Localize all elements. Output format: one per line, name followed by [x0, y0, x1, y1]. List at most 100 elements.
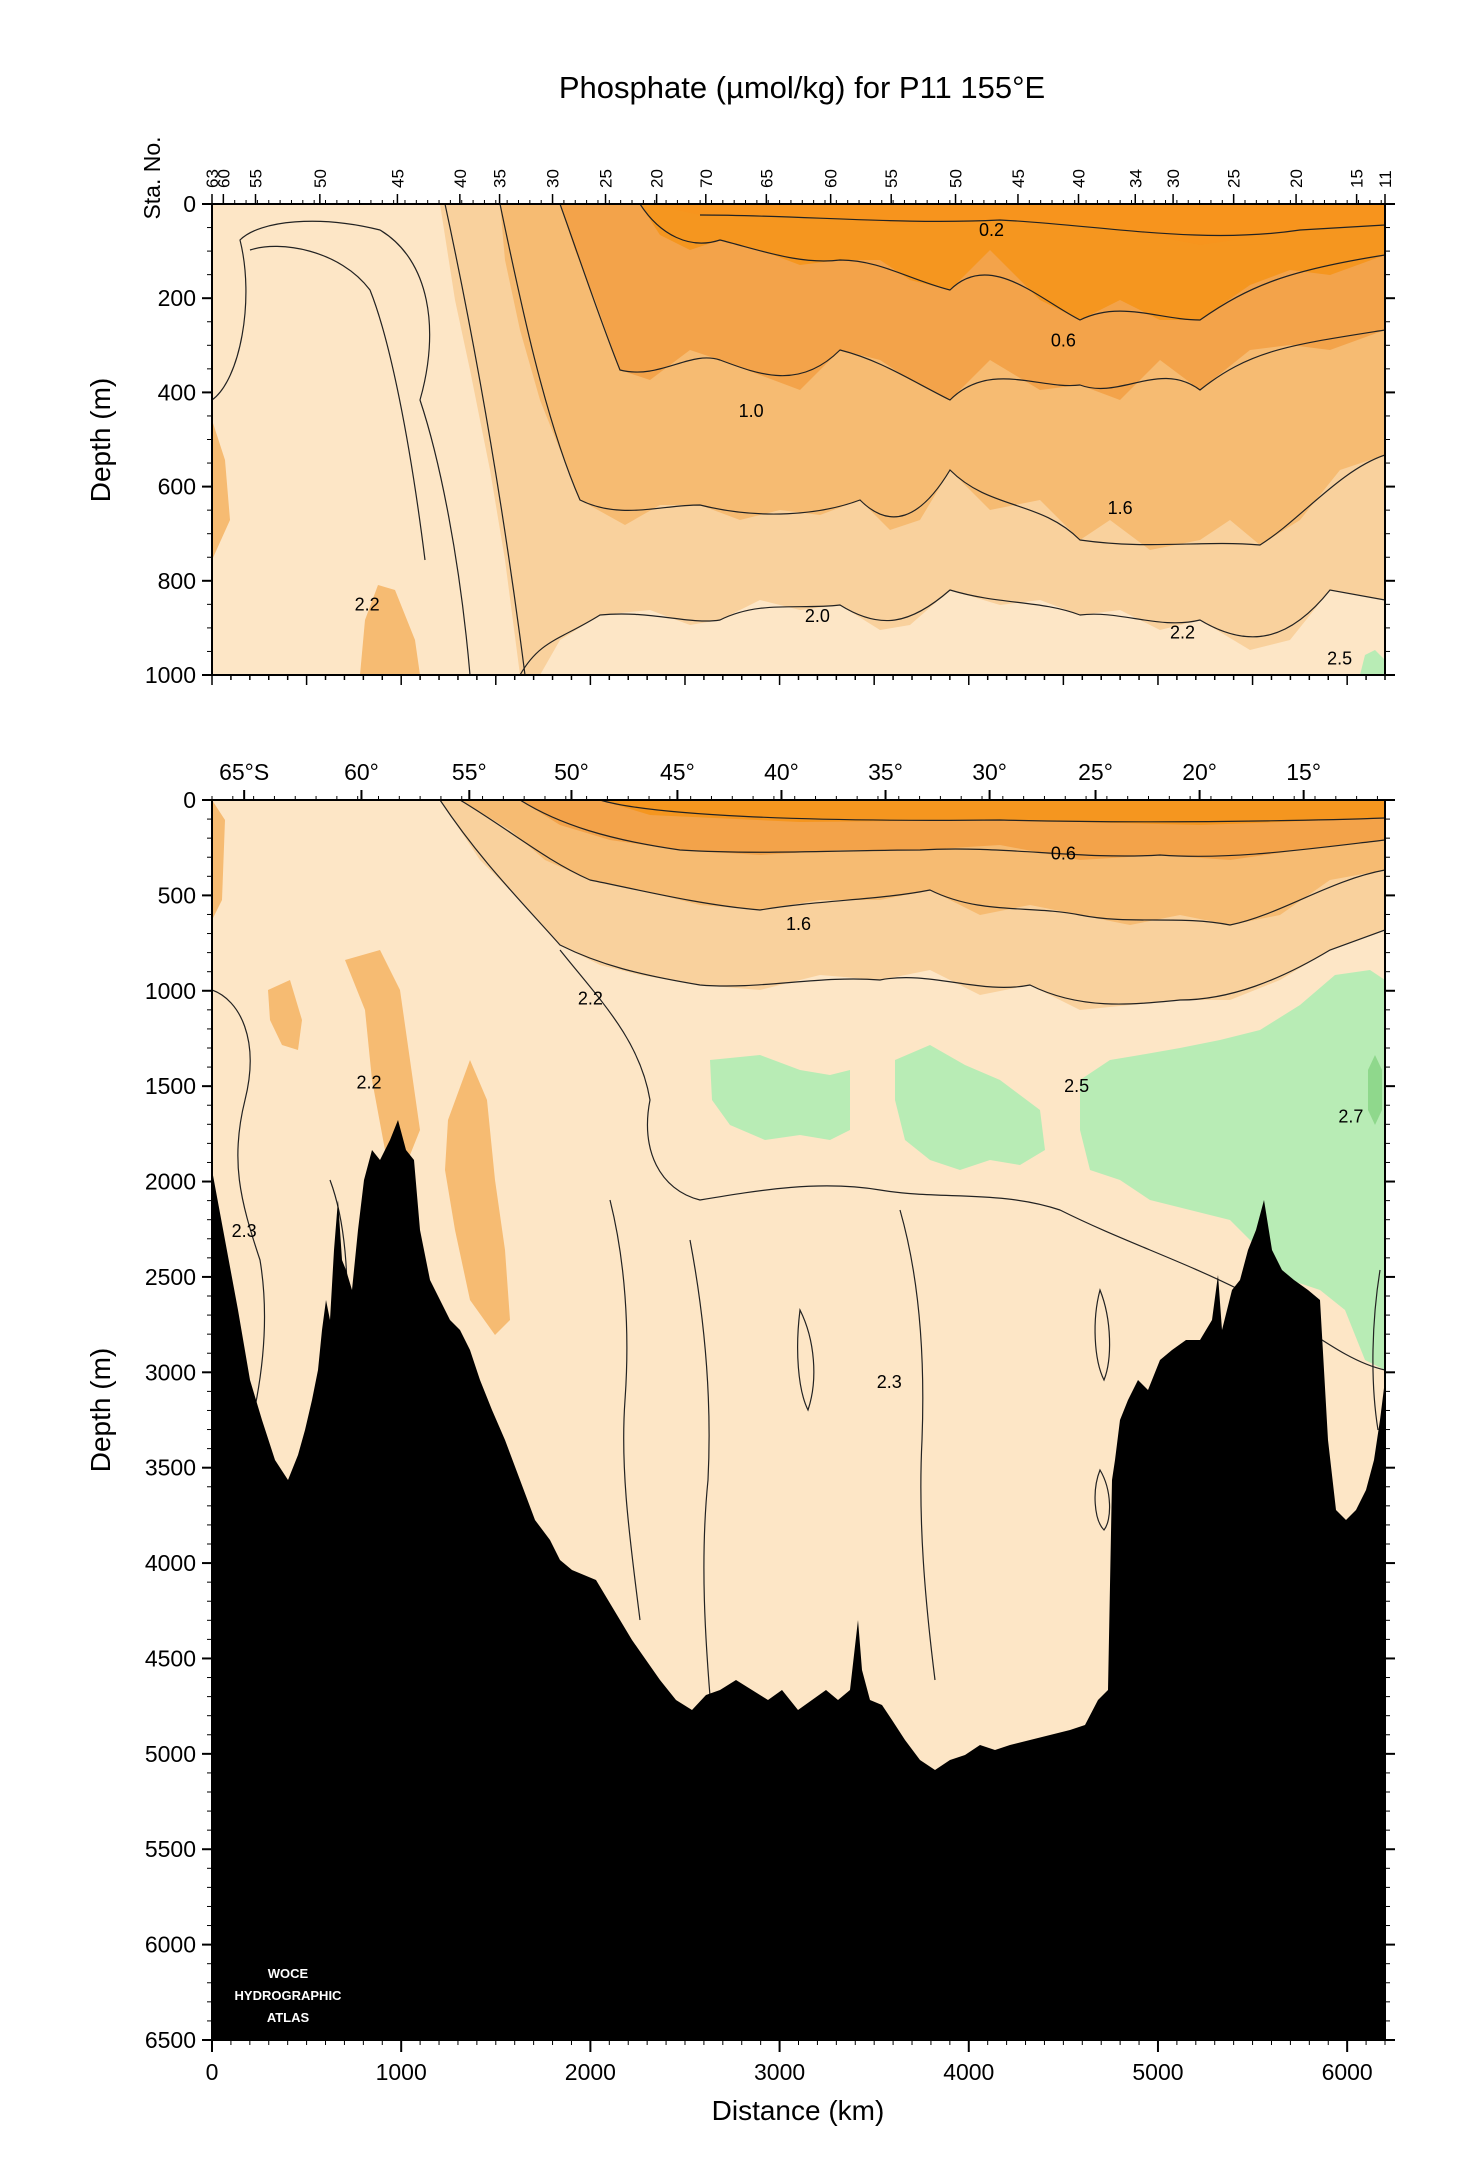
- lower-orange-patch-3: [268, 980, 302, 1050]
- lower-y-tick-label: 1000: [145, 978, 196, 1004]
- x-tick-label: 3000: [754, 2059, 805, 2085]
- upper-y-tick-label: 400: [158, 379, 196, 405]
- upper-contour-label: 2.2: [355, 594, 380, 614]
- lower-y-tick-label: 5000: [145, 1741, 196, 1767]
- station-label: 40: [451, 169, 470, 188]
- ocean-floor-bathymetry: [212, 1120, 1385, 2040]
- station-label: 25: [597, 169, 616, 188]
- lower-contour-label: 2.7: [1338, 1107, 1363, 1127]
- lower-y-axis-label: Depth (m): [85, 1348, 116, 1472]
- woce-atlas-logo: WOCE HYDROGRAPHIC ATLAS: [235, 1966, 343, 2025]
- lower-y-tick-label: 4000: [145, 1550, 196, 1576]
- upper-contour-label: 0.6: [1051, 331, 1076, 351]
- lower-y-tick-label: 3500: [145, 1455, 196, 1481]
- latitude-tick-label: 35°: [868, 759, 903, 785]
- station-label: 15: [1348, 169, 1367, 188]
- station-label: 50: [947, 169, 966, 188]
- lower-contour-label: 2.2: [578, 988, 603, 1008]
- lower-contour-label: 2.3: [877, 1372, 902, 1392]
- latitude-tick-label: 15°: [1286, 759, 1321, 785]
- lower-contour-label: 2.5: [1064, 1076, 1089, 1096]
- lower-y-tick-label: 2500: [145, 1264, 196, 1290]
- station-label: 20: [648, 169, 667, 188]
- lower-y-tick-label: 4500: [145, 1645, 196, 1671]
- station-label: 65: [757, 169, 776, 188]
- upper-depth-axis: 0 200 400 600 800 1000: [145, 191, 1395, 688]
- station-label: 45: [1009, 169, 1028, 188]
- station-label: 25: [1225, 169, 1244, 188]
- lower-y-tick-label: 0: [183, 787, 196, 813]
- upper-contour-label: 0.2: [979, 220, 1004, 240]
- upper-y-tick-label: 200: [158, 285, 196, 311]
- lower-orange-patch-4: [212, 800, 225, 920]
- x-tick-label: 1000: [376, 2059, 427, 2085]
- chart-title: Phosphate (µmol/kg) for P11 155°E: [559, 70, 1045, 105]
- upper-contour-label: 1.6: [1108, 498, 1133, 518]
- station-label: 60: [822, 169, 841, 188]
- distance-axis: 0 1000 2000 3000 4000 5000 6000: [206, 2040, 1386, 2085]
- station-label: 40: [1070, 169, 1089, 188]
- upper-contour-label: 2.5: [1327, 649, 1352, 669]
- lower-contour-labels: 0.6 1.6 2.2 2.2 2.5 2.7 2.3 2.3: [232, 843, 1364, 1391]
- x-tick-label: 2000: [565, 2059, 616, 2085]
- lower-orange-patch-1: [345, 950, 420, 1160]
- station-label: 20: [1287, 169, 1306, 188]
- lower-green-core: [1368, 1055, 1382, 1125]
- lower-section-panel: 0 500 1000 1500 2000 2500 3000 3500 4000 4500 5000…: [85, 759, 1395, 2126]
- lower-contour-label: 1.6: [786, 914, 811, 934]
- x-tick-label: 0: [206, 2059, 219, 2085]
- station-label: 60: [214, 169, 233, 188]
- lower-y-tick-label: 3000: [145, 1359, 196, 1385]
- upper-y-tick-label: 600: [158, 474, 196, 500]
- lower-contour-fill: [212, 800, 1385, 2040]
- lower-depth-axis: 0 500 1000 1500 2000 2500 3000 3500 4000 4500 5000…: [145, 787, 1395, 2053]
- station-label: 45: [388, 169, 407, 188]
- lower-orange-patch-2: [445, 1060, 510, 1335]
- x-axis-label: Distance (km): [712, 2095, 885, 2126]
- lower-y-tick-label: 6500: [145, 2027, 196, 2053]
- lower-green-patch-1: [710, 1055, 850, 1140]
- station-label: 55: [247, 169, 266, 188]
- latitude-tick-label: 20°: [1182, 759, 1217, 785]
- station-axis-label: Sta. No.: [139, 136, 165, 219]
- station-label: 70: [697, 169, 716, 188]
- lower-contour-label: 2.3: [232, 1221, 257, 1241]
- latitude-tick-label: 45°: [660, 759, 695, 785]
- latitude-tick-label: 65°S: [219, 759, 269, 785]
- upper-orange-patch: [360, 585, 420, 675]
- x-tick-label: 5000: [1132, 2059, 1183, 2085]
- logo-line-3: ATLAS: [267, 2010, 310, 2025]
- lower-green-patch-2: [895, 1045, 1045, 1170]
- latitude-axis: 65°S 60° 55° 50° 45° 40° 35° 30° 25° 20° 15°: [211, 759, 1378, 800]
- upper-contour-label: 2.2: [1170, 623, 1195, 643]
- upper-contour-labels: 0.2 0.6 1.0 1.6 2.2 2.0 2.2 2.5: [355, 220, 1352, 669]
- lower-contour-label: 0.6: [1051, 843, 1076, 863]
- lower-y-tick-label: 500: [158, 882, 196, 908]
- station-label: 30: [544, 169, 563, 188]
- lower-y-tick-label: 1500: [145, 1073, 196, 1099]
- lower-y-tick-label: 5500: [145, 1836, 196, 1862]
- upper-y-tick-label: 0: [183, 191, 196, 217]
- logo-line-2: HYDROGRAPHIC: [235, 1988, 343, 2003]
- upper-y-axis-label: Depth (m): [85, 378, 116, 502]
- lower-contour-label: 2.2: [357, 1072, 382, 1092]
- upper-deep-orange-tongue: [212, 420, 230, 560]
- station-label: 55: [882, 169, 901, 188]
- upper-contour-label: 1.0: [739, 401, 764, 421]
- upper-y-tick-label: 1000: [145, 662, 196, 688]
- station-label: 50: [311, 169, 330, 188]
- upper-contour-fill: [212, 204, 1385, 675]
- latitude-tick-label: 55°: [452, 759, 487, 785]
- lower-y-tick-label: 2000: [145, 1169, 196, 1195]
- station-label: 30: [1164, 169, 1183, 188]
- upper-contour-label: 2.0: [805, 606, 830, 626]
- upper-y-tick-label: 800: [158, 568, 196, 594]
- upper-green-patch: [1360, 650, 1385, 675]
- latitude-tick-label: 50°: [554, 759, 589, 785]
- station-label: 34: [1126, 169, 1145, 188]
- latitude-tick-label: 40°: [764, 759, 799, 785]
- lower-green-patch-3: [1080, 970, 1385, 1370]
